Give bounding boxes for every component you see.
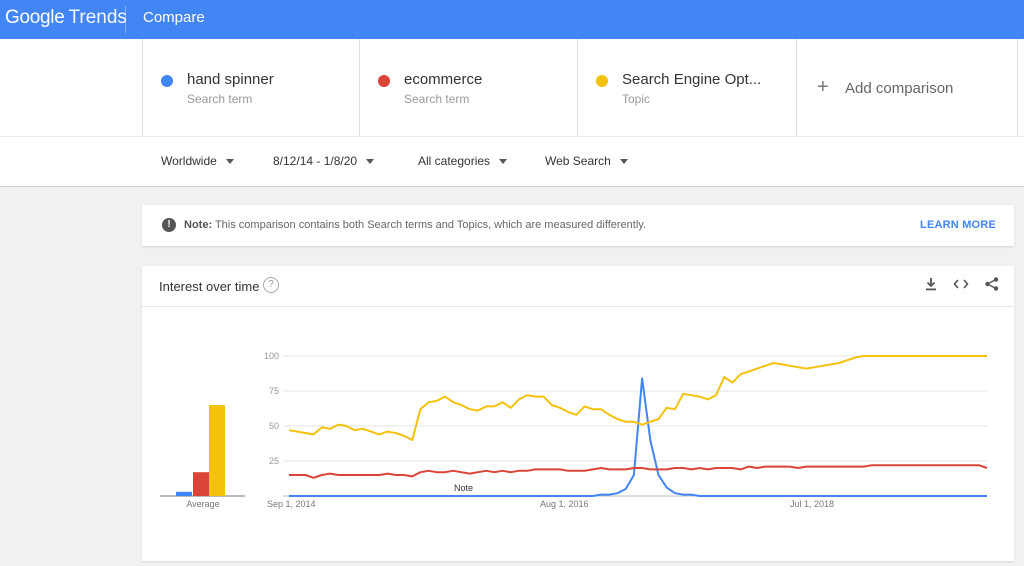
term-type: Search term xyxy=(187,92,253,106)
term-card-hand-spinner[interactable]: hand spinner Search term xyxy=(142,39,360,136)
y-tick-label: 75 xyxy=(269,386,279,396)
y-tick-label: 100 xyxy=(264,351,279,361)
y-tick-label: 25 xyxy=(269,456,279,466)
date-range-dropdown[interactable]: 8/12/14 - 1/8/20 xyxy=(273,154,375,168)
series-line xyxy=(289,377,987,497)
top-bar: Google Trends Compare xyxy=(0,0,1024,39)
page-title: Compare xyxy=(143,9,205,26)
x-tick-label: Aug 1, 2016 xyxy=(540,499,589,509)
term-card-seo[interactable]: Search Engine Opt... Topic xyxy=(577,39,796,136)
average-bar xyxy=(193,472,209,496)
info-icon: ! xyxy=(162,218,176,232)
add-comparison-button[interactable]: + Add comparison xyxy=(796,39,1018,136)
chart-title: Interest over time xyxy=(159,279,260,294)
term-type: Search term xyxy=(404,92,470,106)
y-tick-label: 50 xyxy=(269,421,279,431)
average-bar xyxy=(176,491,192,496)
chevron-down-icon xyxy=(366,159,375,165)
region-dropdown[interactable]: Worldwide xyxy=(161,154,234,168)
logo-google-text: Google xyxy=(5,7,65,28)
category-value: All categories xyxy=(418,154,491,168)
interest-chart: 25 50 75 100 Sep 1, 2014 Aug 1, 2016 Jul 1, 20… xyxy=(160,351,988,509)
interest-over-time-card: Interest over time ? 25 50 75 100 Sep 1, 201… xyxy=(142,266,1014,561)
term-card-ecommerce[interactable]: ecommerce Search term xyxy=(359,39,578,136)
x-tick-label: Jul 1, 2018 xyxy=(790,499,834,509)
term-color-dot xyxy=(161,75,173,87)
note-annotation: Note xyxy=(454,483,473,493)
learn-more-link[interactable]: LEARN MORE xyxy=(920,219,996,231)
term-name: Search Engine Opt... xyxy=(622,71,762,88)
add-comparison-label: Add comparison xyxy=(845,80,954,97)
comparison-terms-bar: hand spinner Search term ecommerce Searc… xyxy=(0,39,1024,136)
term-color-dot xyxy=(596,75,608,87)
note-message: This comparison contains both Search ter… xyxy=(212,219,647,231)
share-icon[interactable] xyxy=(982,276,1002,296)
average-label: Average xyxy=(186,499,219,509)
embed-icon[interactable] xyxy=(951,276,971,296)
term-color-dot xyxy=(378,75,390,87)
note-text: Note: This comparison contains both Sear… xyxy=(184,219,646,231)
logo-trends-text: Trends xyxy=(68,7,127,28)
date-range-value: 8/12/14 - 1/8/20 xyxy=(273,154,358,168)
help-icon[interactable]: ? xyxy=(263,277,279,293)
term-name: hand spinner xyxy=(187,71,274,88)
chevron-down-icon xyxy=(619,159,628,165)
note-banner: ! Note: This comparison contains both Se… xyxy=(142,205,1014,246)
filters-bar: Worldwide 8/12/14 - 1/8/20 All categorie… xyxy=(0,136,1024,187)
download-icon[interactable] xyxy=(921,276,941,296)
chevron-down-icon xyxy=(499,159,508,165)
average-bar xyxy=(209,405,225,496)
search-property-value: Web Search xyxy=(545,154,611,168)
header-divider xyxy=(125,6,126,33)
term-name: ecommerce xyxy=(404,71,483,88)
chart-header: Interest over time ? xyxy=(142,266,1014,307)
note-bold: Note: xyxy=(184,219,213,231)
google-trends-logo[interactable]: Google Trends xyxy=(5,7,127,31)
chevron-down-icon xyxy=(225,159,234,165)
search-property-dropdown[interactable]: Web Search xyxy=(545,154,628,168)
region-value: Worldwide xyxy=(161,154,217,168)
plus-icon: + xyxy=(817,76,829,98)
series-line xyxy=(288,355,987,441)
series-line xyxy=(289,464,988,479)
category-dropdown[interactable]: All categories xyxy=(418,154,508,168)
x-tick-label: Sep 1, 2014 xyxy=(267,499,316,509)
term-type: Topic xyxy=(622,92,651,106)
